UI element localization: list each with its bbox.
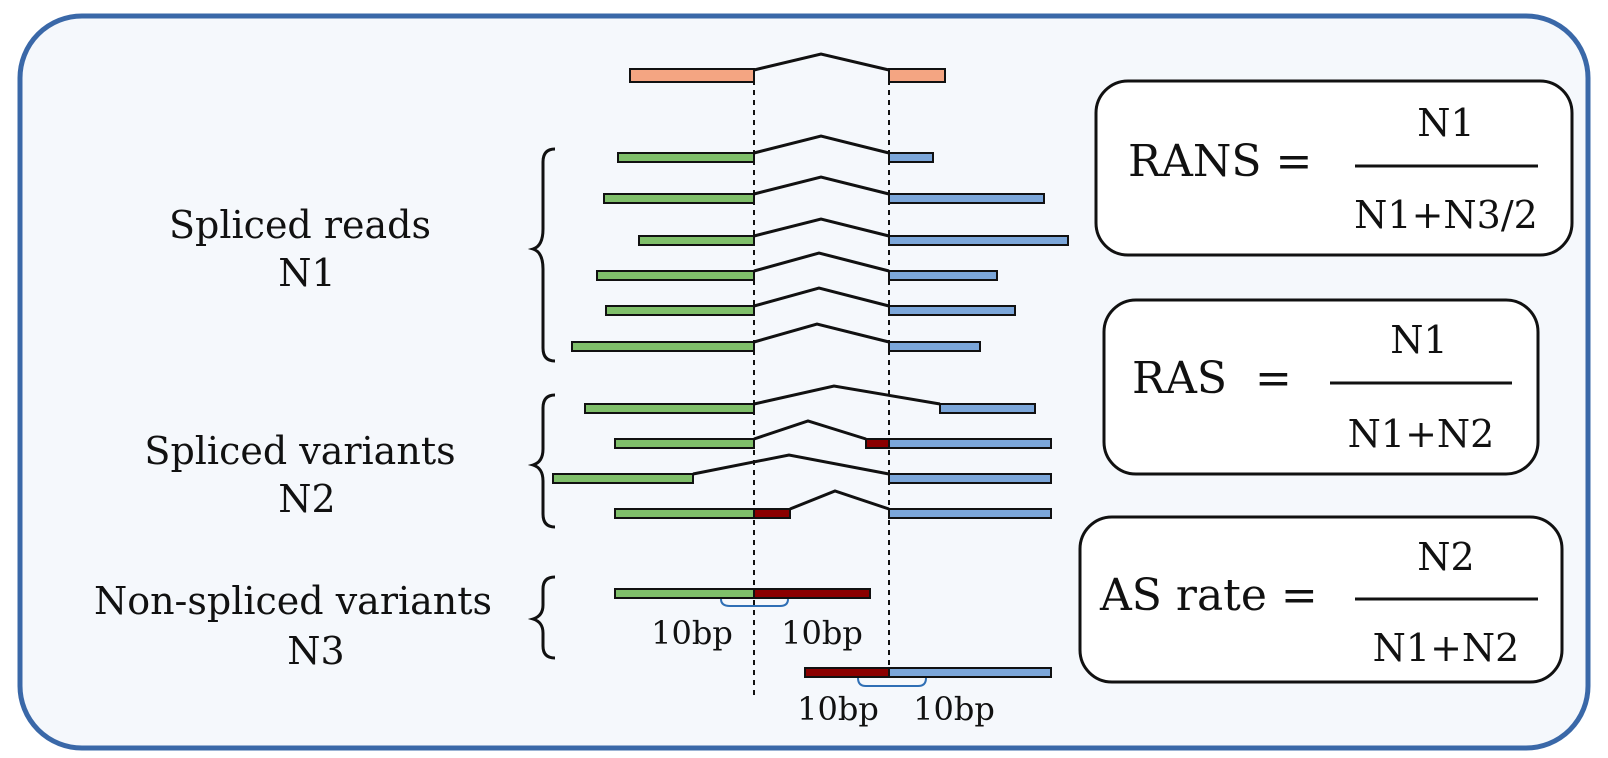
reference-exon — [888, 68, 946, 83]
formula-lhs: RANS = — [1128, 136, 1312, 187]
bp-label: 10bp — [781, 614, 863, 652]
formula-denominator: N1+N3/2 — [1354, 193, 1538, 237]
formula-box — [1094, 79, 1574, 257]
downstream-exon-segment — [888, 667, 1052, 678]
upstream-exon-segment — [571, 341, 755, 352]
spliced-variant — [614, 419, 1052, 449]
intron-line — [753, 217, 890, 238]
formula-box — [1078, 515, 1564, 684]
spliced-read — [617, 134, 934, 163]
upstream-exon-segment — [605, 305, 755, 316]
downstream-exon-segment — [888, 305, 1016, 316]
bp-label: 10bp — [651, 614, 733, 652]
downstream-exon-segment — [888, 438, 1052, 449]
formula-numerator: N1 — [1417, 101, 1474, 145]
upstream-exon-segment — [614, 438, 755, 449]
upstream-exon-segment — [584, 403, 755, 414]
variant-segment — [865, 438, 890, 449]
non-spliced-variant — [804, 667, 1052, 687]
bp-label: 10bp — [913, 690, 995, 728]
formula-as-rate: AS rate = N2 N1+N2 — [1078, 515, 1564, 684]
formula-lhs: AS rate = — [1099, 570, 1318, 621]
variant-segment — [804, 667, 890, 678]
group-name-label: Spliced variants — [144, 429, 455, 473]
upstream-exon-segment — [603, 193, 755, 204]
upstream-exon-segment — [617, 152, 755, 163]
group-count-label: N3 — [287, 629, 344, 673]
intron-line — [753, 384, 941, 406]
group-count-label: N2 — [278, 477, 335, 521]
formula-denominator: N1+N2 — [1373, 626, 1520, 670]
downstream-exon-segment — [939, 403, 1036, 414]
spliced-variant — [584, 384, 1036, 414]
formula-numerator: N2 — [1417, 535, 1474, 579]
intron-line — [753, 419, 867, 441]
upstream-exon-segment — [596, 270, 755, 281]
formula-numerator: N1 — [1390, 318, 1447, 362]
reference-exon — [629, 68, 755, 83]
intron-line — [753, 175, 890, 196]
spliced-read — [596, 251, 998, 281]
bp-label: 10bp — [797, 690, 879, 728]
downstream-exon-segment — [888, 152, 934, 163]
downstream-exon-segment — [888, 508, 1052, 519]
intron-line — [692, 453, 890, 476]
downstream-exon-segment — [888, 473, 1052, 484]
reference-transcript — [629, 52, 946, 83]
reference-intron — [753, 52, 890, 72]
spliced-read — [605, 286, 1016, 316]
intron-line — [753, 322, 890, 344]
formula-ras: RAS = N1 N1+N2 — [1102, 298, 1540, 476]
variant-segment — [753, 588, 871, 599]
spliced-variants — [552, 384, 1052, 519]
spliced-read — [571, 322, 981, 352]
formula-box — [1102, 298, 1540, 476]
10bp-bracket — [720, 598, 789, 607]
curly-brace — [527, 147, 556, 363]
group-name-label: Spliced reads — [169, 203, 431, 247]
downstream-exon-segment — [888, 270, 998, 281]
intron-line — [753, 134, 890, 155]
formula-lhs: RAS = — [1132, 353, 1292, 404]
10bp-bracket — [857, 677, 927, 687]
group-name-label: Non-spliced variants — [94, 579, 492, 623]
non-spliced-variant — [614, 588, 871, 607]
spliced-read — [603, 175, 1045, 204]
upstream-exon-segment — [614, 588, 755, 599]
curly-brace — [527, 393, 556, 529]
intron-line — [753, 286, 890, 308]
spliced-variant — [552, 453, 1052, 484]
downstream-exon-segment — [888, 235, 1069, 246]
downstream-exon-segment — [888, 193, 1045, 204]
variant-segment — [753, 508, 791, 519]
spliced-variant — [614, 489, 1052, 519]
group-count-label: N1 — [278, 251, 335, 295]
spliced-read — [638, 217, 1069, 246]
intron-line — [753, 251, 890, 273]
downstream-exon-segment — [888, 341, 981, 352]
formula-rans: RANS = N1 N1+N3/2 — [1094, 79, 1574, 257]
curly-brace — [527, 575, 556, 660]
spliced-reads — [571, 134, 1069, 352]
non-spliced-variants — [614, 588, 1052, 687]
intron-line — [789, 489, 890, 511]
upstream-exon-segment — [552, 473, 694, 484]
upstream-exon-segment — [638, 235, 755, 246]
upstream-exon-segment — [614, 508, 755, 519]
formula-denominator: N1+N2 — [1348, 412, 1495, 456]
